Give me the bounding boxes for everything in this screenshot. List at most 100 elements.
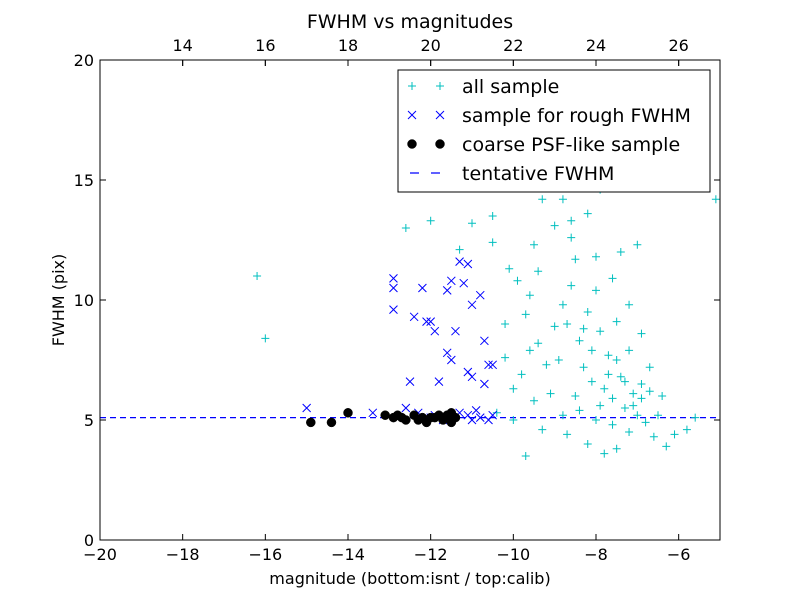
data-point: [670, 430, 679, 439]
data-point: [306, 417, 316, 428]
data-point: [401, 403, 411, 413]
data-point: [389, 274, 398, 283]
plot-markers-group: [100, 164, 720, 460]
data-point: [426, 317, 436, 326]
x-tick-label: −8: [584, 545, 608, 564]
legend-entry: sample for rough FWHM: [407, 105, 691, 127]
data-point: [368, 408, 378, 418]
axes: −20 −18 −16 −14 −12 −10 −8 −6 14 16 18 20 22 24 26 0 5 10…: [74, 36, 721, 564]
data-point: [579, 324, 588, 333]
legend-marker: [407, 110, 417, 120]
data-point: [467, 300, 477, 310]
x-tick-label: −20: [83, 545, 117, 564]
legend-label: all sample: [462, 76, 559, 98]
top-x-tick-label: 18: [338, 36, 358, 55]
data-point: [608, 394, 617, 403]
data-point: [488, 410, 498, 420]
data-point: [645, 363, 654, 372]
series-plus-markers: [253, 164, 720, 460]
data-point: [475, 413, 485, 422]
legend-marker: [436, 82, 444, 90]
data-point: [616, 372, 625, 381]
data-point: [654, 411, 662, 420]
data-point: [567, 281, 576, 290]
data-point: [658, 392, 667, 400]
data-point: [587, 346, 596, 355]
data-point: [620, 404, 629, 412]
data-point: [405, 377, 415, 386]
data-point: [343, 408, 353, 418]
data-point: [575, 406, 584, 415]
data-point: [442, 286, 452, 295]
data-point: [641, 418, 650, 427]
data-point: [501, 320, 510, 328]
data-point: [426, 216, 435, 225]
y-tick-label: 10: [74, 291, 94, 310]
data-point: [463, 259, 473, 269]
legend-entry: coarse PSF-like sample: [407, 134, 680, 156]
data-point: [649, 432, 658, 441]
data-point: [612, 444, 621, 453]
data-point: [521, 452, 530, 460]
legend-entry: tentative FWHM: [410, 163, 614, 185]
data-point: [625, 346, 634, 355]
data-point: [409, 312, 419, 322]
data-point: [253, 272, 262, 280]
data-point: [401, 415, 411, 425]
x-tick-label: −16: [248, 545, 282, 564]
data-point: [629, 389, 638, 398]
legend: all sample sample for rough FWHM coarse PS…: [397, 69, 711, 193]
legend-entry: all sample: [408, 76, 559, 98]
chart-title: FWHM vs magnitudes: [307, 11, 513, 33]
legend-marker: [435, 139, 445, 149]
data-point: [608, 420, 617, 429]
data-point: [592, 416, 600, 424]
y-tick-label: 15: [74, 171, 94, 190]
data-point: [604, 351, 613, 360]
data-point: [471, 406, 481, 415]
data-point: [261, 334, 270, 343]
data-point: [625, 428, 634, 436]
data-point: [538, 195, 547, 204]
data-point: [509, 384, 518, 393]
data-point: [637, 380, 646, 388]
series-dot-markers: [306, 408, 461, 428]
data-point: [521, 310, 530, 319]
legend-marker: [435, 110, 445, 120]
data-point: [501, 353, 510, 362]
data-point: [583, 440, 592, 448]
data-point: [488, 360, 498, 370]
x-axis-label: magnitude (bottom:isnt / top:calib): [269, 569, 550, 588]
data-point: [625, 300, 634, 309]
data-point: [513, 276, 522, 285]
data-point: [612, 356, 621, 364]
data-point: [575, 336, 584, 345]
data-point: [401, 224, 410, 232]
data-point: [620, 377, 629, 386]
data-point: [563, 430, 572, 439]
data-point: [550, 322, 559, 331]
data-point: [616, 248, 625, 256]
data-point: [389, 305, 398, 314]
data-point: [604, 370, 613, 379]
data-point: [637, 329, 646, 338]
x-tick-label: −12: [414, 545, 448, 564]
data-point: [422, 317, 431, 326]
data-point: [592, 286, 600, 295]
data-point: [530, 240, 538, 249]
data-point: [608, 274, 617, 283]
data-point: [600, 384, 609, 393]
data-point: [571, 255, 580, 264]
data-point: [550, 221, 559, 230]
data-point: [633, 411, 642, 420]
data-point: [418, 283, 427, 293]
data-point: [446, 276, 456, 286]
data-point: [691, 413, 700, 422]
data-point: [600, 449, 609, 458]
data-point: [592, 252, 600, 261]
data-point: [711, 195, 720, 204]
y-tick-label: 5: [84, 411, 94, 430]
data-point: [682, 425, 691, 434]
data-point: [534, 267, 543, 276]
